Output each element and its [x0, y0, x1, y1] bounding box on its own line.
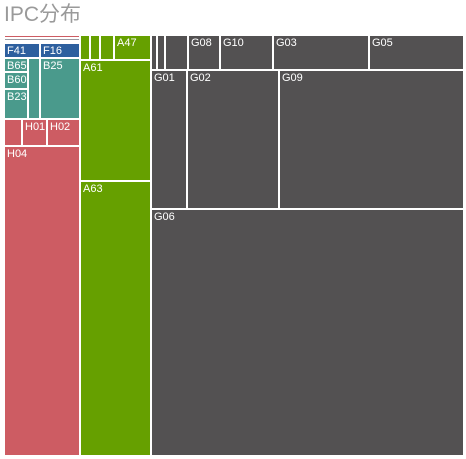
treemap-cell-unlabeled-14[interactable]: [80, 35, 90, 60]
treemap-cell-unlabeled-21[interactable]: [157, 35, 165, 70]
treemap-cell-label: G10: [223, 37, 244, 49]
treemap-cell-label: F16: [43, 45, 62, 57]
treemap-cell-b65[interactable]: B65: [4, 58, 28, 72]
treemap-cell-label: G05: [372, 37, 393, 49]
treemap-cell-a47[interactable]: A47: [114, 35, 151, 60]
treemap-cell-unlabeled-8[interactable]: [28, 58, 40, 119]
chart-title: IPC分布: [4, 3, 82, 26]
treemap-cell-label: B25: [43, 60, 63, 72]
treemap-cell-label: G06: [154, 211, 175, 223]
treemap-cell-g10[interactable]: G10: [220, 35, 273, 70]
treemap-cell-label: H04: [7, 148, 28, 160]
treemap-cell-label: G03: [276, 37, 297, 49]
treemap-cell-label: G08: [191, 37, 212, 49]
treemap-cell-b23[interactable]: B23: [4, 89, 28, 119]
treemap-cell-label: A63: [83, 183, 103, 195]
treemap-cell-unlabeled-10[interactable]: [4, 119, 22, 146]
treemap-cell-g09[interactable]: G09: [279, 70, 464, 209]
treemap-cell-label: G09: [282, 72, 303, 84]
treemap-cell-unlabeled-0[interactable]: [4, 35, 80, 38]
treemap-cell-g06[interactable]: G06: [151, 209, 464, 456]
treemap-chart: F41 F16 B65 B60 B23 B25 H01 H02 H04 A47 A61 A63 G08 G…: [4, 35, 464, 456]
treemap-cell-h04[interactable]: H04: [4, 146, 80, 456]
treemap-cell-label: H01: [25, 121, 46, 133]
treemap-cell-b60[interactable]: B60: [4, 72, 28, 89]
treemap-cell-unlabeled-20[interactable]: [151, 35, 157, 70]
treemap-cell-g03[interactable]: G03: [273, 35, 369, 70]
treemap-cell-g01[interactable]: G01: [151, 70, 187, 209]
treemap-cell-label: B65: [7, 60, 27, 72]
treemap-cell-unlabeled-16[interactable]: [100, 35, 114, 60]
treemap-cell-label: G02: [190, 72, 211, 84]
treemap-cell-label: H02: [50, 121, 71, 133]
treemap-cell-unlabeled-22[interactable]: [165, 35, 188, 70]
treemap-cell-label: B60: [7, 74, 27, 86]
treemap-cell-unlabeled-1[interactable]: [4, 38, 80, 41]
treemap-cell-f41[interactable]: F41: [4, 43, 40, 58]
treemap-cell-g02[interactable]: G02: [187, 70, 279, 209]
treemap-cell-f16[interactable]: F16: [40, 43, 80, 58]
treemap-cell-h02[interactable]: H02: [47, 119, 80, 146]
treemap-cell-unlabeled-2[interactable]: [4, 41, 80, 43]
treemap-cell-label: G01: [154, 72, 175, 84]
treemap-cell-g05[interactable]: G05: [369, 35, 464, 70]
treemap-cell-label: A47: [117, 37, 137, 49]
treemap-cell-b25[interactable]: B25: [40, 58, 80, 119]
treemap-cell-g08[interactable]: G08: [188, 35, 220, 70]
treemap-cell-label: F41: [7, 45, 26, 57]
treemap-cell-h01[interactable]: H01: [22, 119, 47, 146]
treemap-cell-a61[interactable]: A61: [80, 60, 151, 181]
treemap-cell-a63[interactable]: A63: [80, 181, 151, 456]
treemap-cell-unlabeled-15[interactable]: [90, 35, 100, 60]
treemap-cell-label: B23: [7, 91, 27, 103]
treemap-cell-label: A61: [83, 62, 103, 74]
